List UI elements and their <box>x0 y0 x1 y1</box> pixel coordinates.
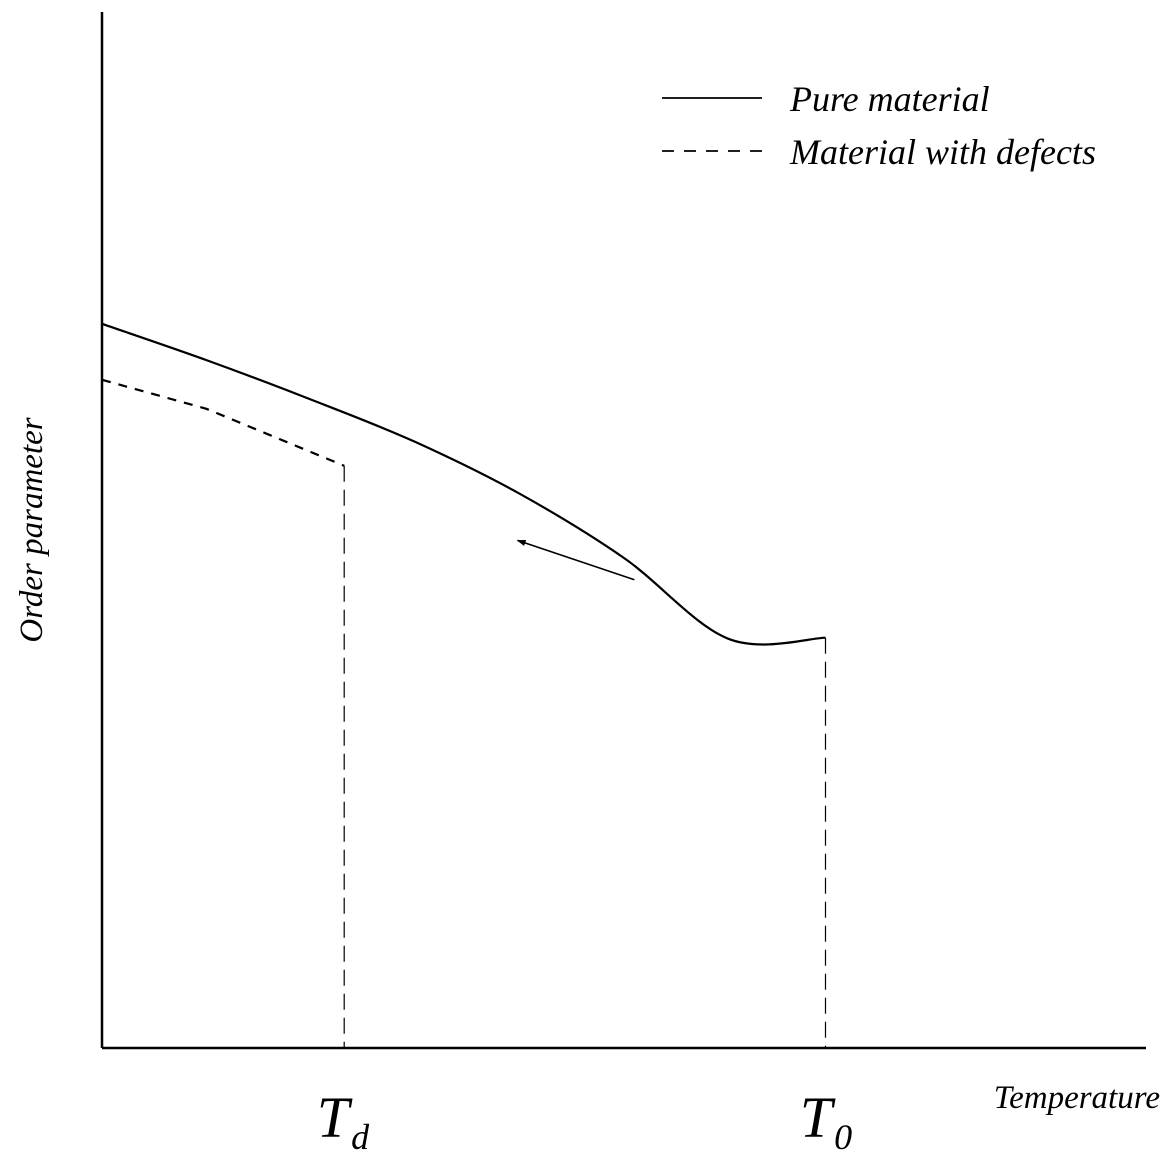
x-tick-label-t0: T0 <box>800 1085 852 1151</box>
legend-label-material-with-defects: Material with defects <box>789 132 1096 172</box>
series-line-material-with-defects <box>101 378 345 467</box>
x-tick-label-td-sub: d <box>351 1117 370 1151</box>
y-axis-label: Order parameter <box>14 417 50 642</box>
x-tick-label-t0-sub: 0 <box>834 1117 852 1151</box>
x-tick-label-td: Td <box>317 1085 370 1151</box>
x-tick-label-t0-main: T <box>800 1085 836 1150</box>
series-layer <box>101 322 826 646</box>
annotation-layer <box>516 539 635 581</box>
legend-label-pure-material: Pure material <box>789 79 990 119</box>
x-axis-label: Temperature <box>994 1080 1160 1116</box>
annotation-arrow-1 <box>516 539 635 581</box>
series-line-pure-material <box>101 322 826 646</box>
legend: Pure material Material with defects <box>662 79 1096 172</box>
drop-lines-layer <box>343 465 827 1048</box>
x-tick-label-td-main: T <box>317 1085 353 1150</box>
